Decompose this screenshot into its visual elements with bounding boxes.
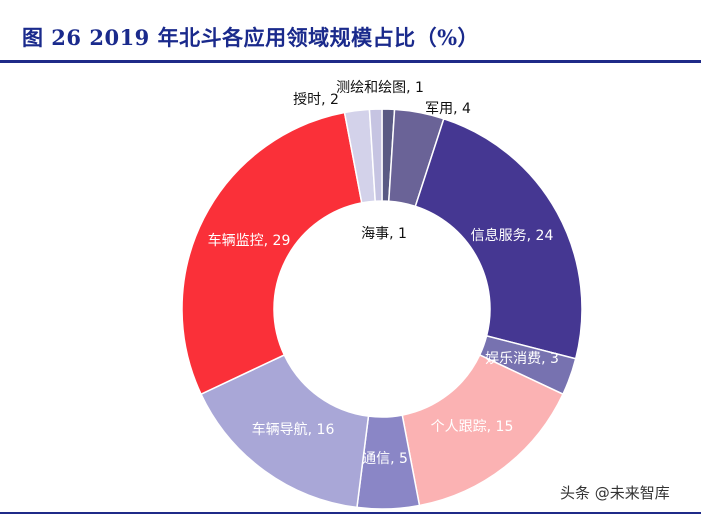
data-label-10: 测绘和绘图, 1 [336,80,424,96]
slice-8 [181,111,363,396]
data-label-6: 通信, 5 [362,451,408,467]
data-label-2: 军用, 4 [425,101,471,117]
labels-group: 海事, 1 军用, 4 信息服务, 24 娱乐消费, 3 个人跟踪, 15 通信, 5 车辆… [208,80,559,467]
slice-7 [200,353,370,509]
data-label-4: 娱乐消费, 3 [485,351,559,367]
data-label-8: 车辆监控, 29 [208,232,291,249]
data-label-3: 信息服务, 24 [471,227,554,244]
data-label-1: 海事, 1 [361,226,407,242]
data-label-9: 授时, 2 [293,92,339,108]
top-divider [0,60,701,63]
slices-group [181,108,583,510]
data-label-7: 车辆导航, 16 [252,421,335,438]
data-label-5: 个人跟踪, 15 [431,419,514,435]
slice-3 [414,117,583,360]
bottom-divider [0,512,701,514]
chart-title: 图 26 2019 年北斗各应用领域规模占比（%） [22,25,480,50]
watermark-text: 头条 @未来智库 [560,484,670,502]
slice-10 [368,108,383,203]
